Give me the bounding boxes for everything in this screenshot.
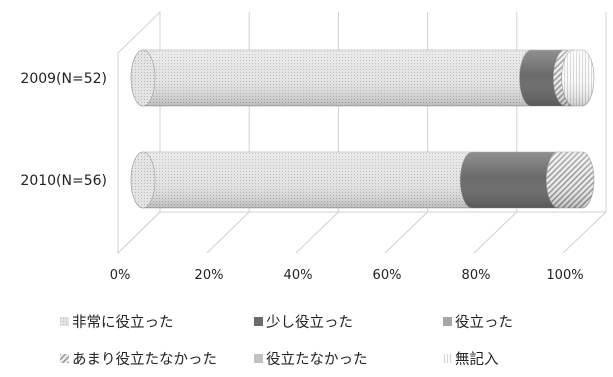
left-wall (117, 10, 161, 255)
legend-swatch (443, 354, 452, 363)
legend-label: 非常に役立った (72, 314, 174, 331)
legend-swatch (443, 317, 452, 326)
bar-shading (131, 152, 594, 208)
gridline-floor (562, 211, 607, 254)
gridline-floor (117, 211, 161, 254)
category-label: 2010(N=56) (20, 173, 107, 189)
gridline-floor (384, 211, 428, 254)
x-tick-label: 60% (373, 268, 402, 283)
x-tick-label: 80% (462, 268, 491, 283)
x-tick-label: 20% (195, 268, 224, 283)
gridline-floor (206, 211, 250, 254)
legend-label: 少し役立った (266, 314, 353, 331)
bar-shading (131, 50, 594, 106)
legend-label: 無記入 (455, 351, 499, 368)
legend-swatch (60, 354, 69, 363)
legend-label: 役立たなかった (266, 351, 368, 368)
legend-swatch (254, 354, 263, 363)
legend-label: あまり役立たなかった (72, 351, 217, 368)
category-label: 2009(N=52) (20, 71, 107, 87)
x-tick-label: 0% (110, 268, 131, 283)
gridline-floor (295, 211, 339, 254)
x-tick-label: 100% (546, 268, 583, 283)
bar-end-cap (130, 151, 156, 209)
legend-swatch (254, 317, 263, 326)
gridline-floor (473, 211, 518, 254)
x-tick-label: 40% (284, 268, 313, 283)
bar-end-cap (130, 49, 156, 107)
legend-swatch (60, 317, 69, 326)
legend-label: 役立った (455, 314, 513, 331)
